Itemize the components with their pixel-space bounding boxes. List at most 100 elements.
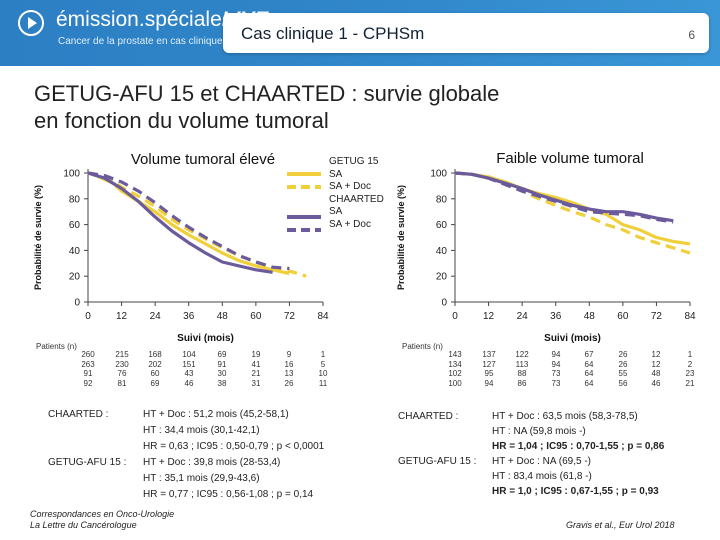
patients-right-cell: 86: [517, 378, 527, 388]
patients-left-cell: 30: [217, 369, 227, 378]
header-banner: émission.spécialeLIVE Cancer de la prost…: [0, 0, 720, 66]
patients-right-cell: 73: [551, 378, 561, 388]
patients-left-cell: 76: [117, 369, 127, 378]
results-right-getug-label: GETUG-AFU 15 :: [398, 456, 477, 467]
patients-left-cell: 10: [318, 369, 328, 378]
patients-left-cell: 92: [83, 378, 93, 388]
left-chart-ytick-label: 20: [69, 272, 81, 283]
page-title-line1: GETUG-AFU 15 et CHAARTED : survie global…: [34, 81, 500, 106]
patients-right-cell: 95: [484, 369, 494, 378]
patients-left-cell: 260: [81, 350, 95, 359]
results-right-chaarted-line3: HR = 1,04 ; IC95 : 0,70-1,55 ; p = 0,86: [492, 441, 665, 452]
results-left-getug-line3: HR = 0,77 ; IC95 : 0,56-1,08 ; p = 0,14: [143, 489, 314, 500]
right-chart-xtick-label: 12: [483, 311, 495, 322]
right-chart-xlabel: Suivi (mois): [544, 333, 601, 344]
footer-source-line2: La Lettre du Cancérologue: [30, 520, 137, 530]
legend-chaarted-sa: SA: [329, 206, 343, 217]
patients-left-cell: 1: [320, 350, 326, 359]
results-right-chaarted-line1: HT + Doc : 63,5 mois (58,3-78,5): [492, 411, 638, 422]
patients-left-cell: 38: [217, 378, 227, 388]
patients-right-cell: 12: [651, 350, 661, 359]
legend-chaarted-sadoc: SA + Doc: [329, 218, 371, 230]
patients-right-cell: 26: [618, 350, 628, 359]
results-right-chaarted-line2: HT : NA (59,8 mois -): [492, 426, 586, 437]
patients-right-cell: 94: [484, 378, 494, 388]
patients-right-cell: 64: [584, 378, 594, 388]
patients-left-cell: 263: [81, 359, 95, 369]
patients-left-cell: 13: [284, 369, 294, 378]
results-left-chaarted-line2: HT : 34,4 mois (30,1-42,1): [143, 425, 260, 436]
patients-left-cell: 202: [148, 359, 162, 369]
patients-left-cell: 69: [217, 350, 227, 359]
patients-left-cell: 81: [117, 378, 127, 388]
right-chart-xtick-label: 84: [684, 311, 696, 322]
patients-left-cell: 21: [251, 369, 261, 378]
right-chart-ytick-label: 80: [436, 194, 448, 205]
results-right-chaarted-label: CHAARTED :: [398, 411, 459, 422]
right-chart-series-getug-15-sa-doc: [454, 171, 691, 255]
patients-left-cell: 9: [286, 350, 292, 359]
results-right-getug-line1: HT + Doc : NA (69,5 -): [492, 456, 592, 467]
patients-right-cell: 64: [584, 369, 594, 378]
patients-right-cell: 46: [651, 378, 661, 388]
right-chart-xtick-label: 48: [584, 311, 596, 322]
results-left-getug-line1: HT + Doc : 39,8 mois (28-53,4): [143, 457, 281, 468]
slide-number: 6: [688, 28, 695, 42]
left-chart-xtick-label: 72: [284, 311, 296, 322]
patients-left-cell: 168: [148, 350, 162, 359]
patients-left-cell: 16: [284, 359, 294, 369]
right-chart-title: Faible volume tumoral: [496, 150, 644, 167]
patients-right-cell: 102: [448, 369, 462, 378]
patients-left-cell: 5: [320, 359, 326, 369]
legend-getug-sadoc: SA + Doc: [329, 181, 371, 192]
patients-right-cell: 73: [551, 369, 561, 378]
left-chart-ytick-label: 100: [63, 169, 80, 180]
patients-right-cell: 113: [515, 359, 529, 369]
patients-right-cell: 100: [448, 378, 462, 388]
patients-left-cell: 41: [251, 359, 261, 369]
footer-source-line1: Correspondances en Onco-Urologie: [30, 509, 175, 519]
patients-right-cell: 137: [482, 350, 496, 359]
page-title-line2: en fonction du volume tumoral: [34, 108, 329, 133]
right-chart-ytick-label: 100: [430, 169, 447, 180]
patients-right-cell: 88: [517, 369, 527, 378]
patients-table-right: Patients (n) 143 137 122 94 67 26 12 1 134 127 113 9…: [402, 342, 712, 392]
legend-getug-title: GETUG 15: [329, 156, 379, 167]
patients-table-left: Patients (n) 260 215 168 104 69 19 9 1 263 230 202 1…: [36, 342, 356, 392]
right-chart-series-chaarted-sa: [454, 171, 674, 223]
left-chart-xtick-label: 48: [217, 311, 229, 322]
results-right-getug-line2: HT : 83,4 mois (61,8 -): [492, 471, 592, 482]
right-chart-ytick-label: 0: [441, 298, 447, 309]
left-chart-ytick-label: 40: [69, 246, 81, 257]
page-title: GETUG-AFU 15 et CHAARTED : survie global…: [34, 80, 634, 134]
footer-citation: Gravis et al., Eur Urol 2018: [566, 520, 675, 530]
legend-getug-sa: SA: [329, 168, 343, 180]
patients-left-cell: 69: [150, 378, 160, 388]
right-chart-ytick-label: 40: [436, 246, 448, 257]
patients-right-cell: 64: [584, 359, 594, 369]
chart-low-volume: Faible volume tumoral 0 20 40 60 80 100 0 12 24 36…: [396, 150, 696, 344]
right-chart-series-chaarted-sa-doc: [454, 171, 674, 224]
patients-left-cell: 19: [251, 350, 261, 359]
left-chart-title: Volume tumoral élevé: [131, 151, 275, 168]
patients-right-label: Patients (n): [402, 342, 443, 351]
left-chart-xtick-label: 12: [116, 311, 128, 322]
left-chart-xtick-label: 24: [150, 311, 162, 322]
left-chart-xlabel: Suivi (mois): [177, 333, 234, 344]
patients-right-cell: 55: [618, 369, 628, 378]
patients-right-cell: 48: [651, 369, 661, 378]
results-left-chaarted-label: CHAARTED :: [48, 409, 109, 420]
left-chart-ytick-label: 60: [69, 220, 81, 231]
legend-chaarted-title: CHAARTED: [329, 193, 384, 205]
left-chart-xtick-label: 84: [317, 311, 329, 322]
footer-source: Correspondances en Onco-Urologie La Lett…: [30, 509, 174, 531]
patients-left-cell: 26: [284, 378, 294, 388]
right-chart-xtick-label: 24: [517, 311, 529, 322]
right-chart-xtick-label: 60: [617, 311, 629, 322]
patients-right-cell: 56: [618, 378, 628, 388]
logo-subtitle: Cancer de la prostate en cas cliniques: [58, 36, 228, 47]
left-chart-xtick-label: 36: [183, 311, 195, 322]
patients-right-cell: 94: [551, 350, 561, 359]
patients-right-cell: 94: [551, 359, 561, 369]
patients-right-cell: 12: [651, 359, 661, 369]
